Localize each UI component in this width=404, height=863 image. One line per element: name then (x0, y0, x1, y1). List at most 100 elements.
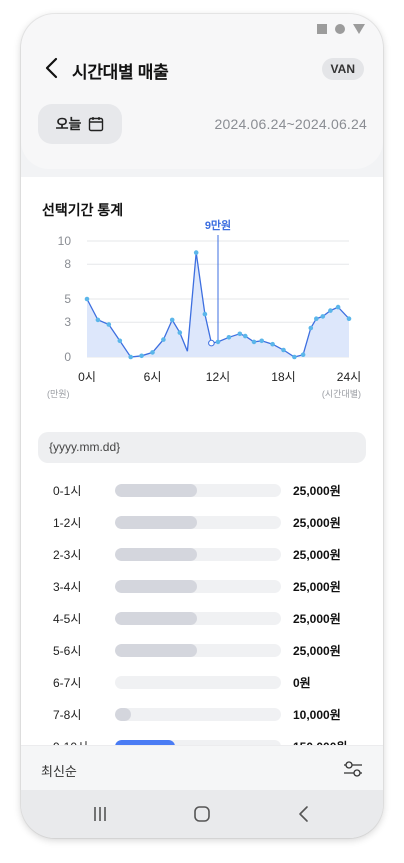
sales-amount: 25,000원 (293, 484, 341, 498)
date-chip-label: 오늘 (55, 116, 82, 132)
home-icon (194, 806, 210, 822)
x-tick-label: 0시 (78, 370, 96, 384)
filter-icon[interactable] (343, 760, 363, 778)
chart-point (150, 350, 155, 355)
chart-point (237, 331, 243, 337)
sales-bar-fill (115, 612, 197, 625)
recent-apps-button[interactable] (90, 804, 110, 824)
sales-bar-track (115, 484, 281, 497)
sales-bar-track (115, 708, 281, 721)
back-nav-button[interactable] (294, 804, 314, 824)
circle-icon (335, 24, 345, 34)
date-select-button[interactable]: 오늘 (38, 104, 122, 144)
sales-amount: 0원 (293, 676, 311, 690)
sales-bar-fill (115, 516, 197, 529)
sales-amount: 25,000원 (293, 516, 341, 530)
chart-point (139, 353, 144, 359)
sales-chart: 10 8 5 3 0 0시 6시 12시 18시 24시 (만원) (시간대별) 9만원 (47, 218, 361, 399)
selected-point (208, 339, 215, 347)
time-slot-label: 0-1시 (53, 484, 82, 498)
sales-bar-track (115, 644, 281, 657)
chart-point (251, 339, 257, 345)
list-item[interactable]: 1-2시 25,000원 (21, 506, 383, 538)
header-card: 시간대별 매출 VAN 오늘 2024.06.24~2024.06.24 (21, 14, 383, 169)
chart-point (335, 304, 341, 310)
van-badge[interactable]: VAN (321, 58, 364, 80)
y-tick-label: 5 (64, 292, 71, 306)
phone-frame: 시간대별 매출 VAN 오늘 2024.06.24~2024.06.24 선택기… (21, 14, 383, 838)
chart-point (117, 338, 123, 344)
list-item[interactable]: 0-1시 25,000원 (21, 474, 383, 506)
chart-point (243, 333, 248, 339)
sales-bar-fill (115, 484, 197, 497)
list-item[interactable]: 4-5시 25,000원 (21, 602, 383, 634)
time-slot-label: 1-2시 (53, 516, 82, 530)
triangle-icon (353, 24, 365, 34)
x-tick-label: 18시 (271, 370, 295, 384)
calendar-icon (89, 117, 104, 132)
date-range: 2024.06.24~2024.06.24 (214, 116, 367, 132)
chart-point (259, 338, 264, 344)
chart-point (161, 337, 166, 342)
chart-point (308, 325, 314, 331)
chart-point (215, 339, 221, 345)
square-icon (317, 24, 327, 34)
chevron-left-icon (45, 57, 58, 79)
time-slot-label: 7-8시 (53, 708, 82, 722)
sales-bar-track (115, 612, 281, 625)
chart-point (281, 347, 286, 353)
list-item[interactable]: 6-7시 0원 (21, 666, 383, 698)
sales-bar-track (115, 580, 281, 593)
highlight-label: 9만원 (205, 218, 231, 232)
x-axis-unit: (시간대별) (322, 389, 361, 399)
list-item[interactable]: 5-6시 25,000원 (21, 634, 383, 666)
date-filter-input[interactable]: {yyyy.mm.dd} (38, 432, 366, 463)
sales-bar-track (115, 516, 281, 529)
sales-bar-fill (115, 580, 197, 593)
chart-point (328, 308, 333, 313)
system-nav-bar (21, 790, 383, 838)
y-tick-label: 8 (64, 257, 71, 271)
x-tick-label: 12시 (206, 370, 230, 384)
sales-amount: 25,000원 (293, 612, 341, 626)
chart-point (314, 316, 319, 321)
chart-point (346, 316, 352, 321)
y-tick-label: 10 (58, 234, 72, 248)
chart-point (292, 354, 297, 360)
chart-point (193, 250, 199, 255)
back-button[interactable] (41, 56, 65, 80)
chart-point (95, 317, 101, 323)
sales-amount: 10,000원 (293, 708, 341, 722)
list-item[interactable]: 7-8시 10,000원 (21, 698, 383, 730)
sales-bar-fill (115, 548, 197, 561)
time-slot-label: 6-7시 (53, 676, 82, 690)
time-slot-label: 2-3시 (53, 548, 82, 562)
list-item[interactable]: 2-3시 25,000원 (21, 538, 383, 570)
x-tick-label: 24시 (337, 370, 361, 384)
status-bar (317, 24, 365, 34)
time-slot-label: 5-6시 (53, 644, 82, 658)
section-title: 선택기간 통계 (42, 202, 124, 218)
back-arrow-icon (299, 806, 308, 822)
chart-point (270, 341, 275, 347)
page-title: 시간대별 매출 (72, 63, 169, 82)
sales-bar-fill (115, 644, 197, 657)
sales-bar-fill (115, 708, 131, 721)
chart-point (177, 330, 183, 335)
y-tick-label: 3 (64, 315, 71, 329)
home-button[interactable] (192, 804, 212, 824)
chart-area (87, 252, 349, 357)
chart-point (226, 335, 232, 340)
sort-order-button[interactable]: 최신순 (41, 764, 77, 779)
chart-point (128, 354, 133, 360)
chart-point (106, 322, 112, 327)
recent-apps-icon (94, 807, 106, 821)
chart-point (169, 317, 175, 323)
time-slot-label: 4-5시 (53, 612, 82, 626)
sort-bar: 최신순 (21, 745, 383, 790)
y-axis-unit: (만원) (47, 389, 70, 399)
x-tick-label: 6시 (144, 370, 162, 384)
sales-bar-track (115, 548, 281, 561)
sales-bar-track (115, 676, 281, 689)
list-item[interactable]: 3-4시 25,000원 (21, 570, 383, 602)
